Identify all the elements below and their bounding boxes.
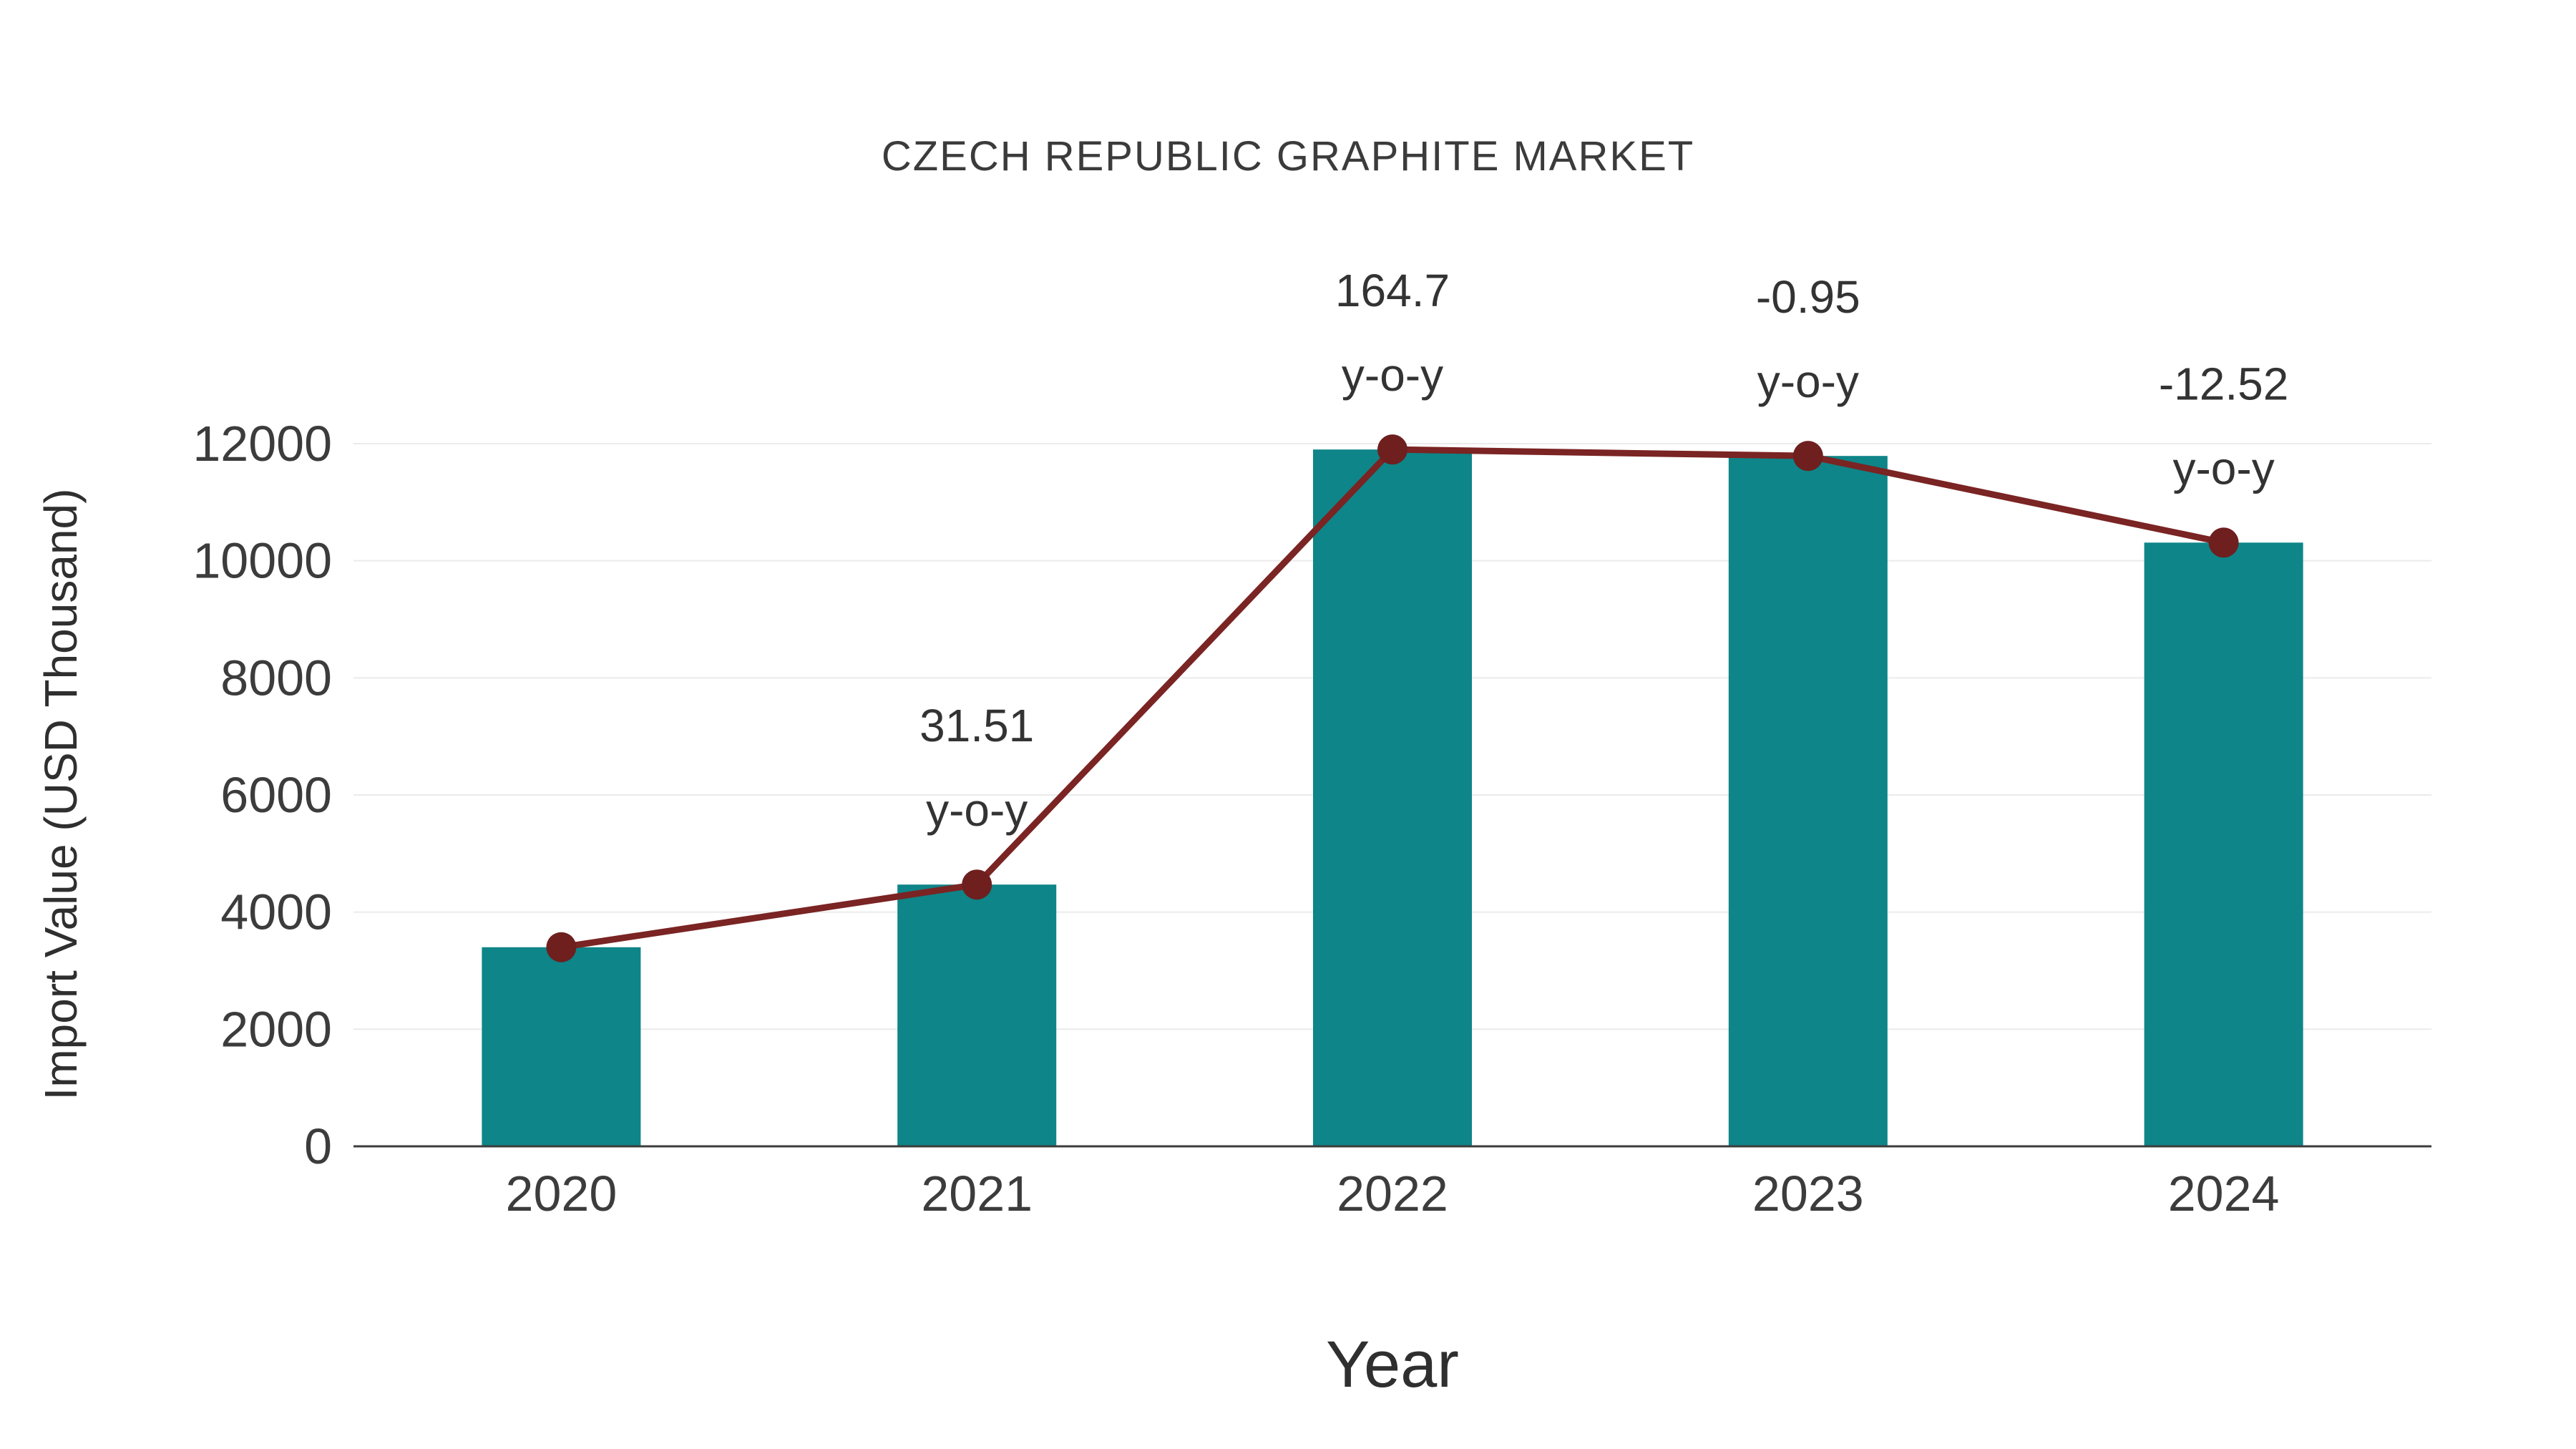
data-point-2023 [1792, 441, 1823, 472]
annotation-yoy-2022: y-o-y [1342, 349, 1443, 401]
annotation-value-2022: 164.7 [1335, 265, 1450, 316]
x-tick-label-2023: 2023 [1752, 1166, 1864, 1221]
annotation-yoy-2024: y-o-y [2172, 442, 2274, 494]
annotation-value-2021: 31.51 [919, 700, 1034, 751]
bar-2024 [2144, 542, 2303, 1146]
y-tick-label-0: 0 [304, 1118, 332, 1174]
x-tick-label-2022: 2022 [1337, 1166, 1448, 1221]
data-point-2022 [1377, 434, 1407, 465]
y-tick-label-2000: 2000 [220, 1001, 332, 1057]
chart-title: CZECH REPUBLIC GRAPHITE MARKET [881, 133, 1695, 180]
bar-2023 [1728, 456, 1888, 1146]
annotation-value-2023: -0.95 [1756, 271, 1860, 323]
y-tick-label-8000: 8000 [220, 650, 332, 706]
y-tick-label-4000: 4000 [220, 884, 332, 940]
x-tick-label-2020: 2020 [506, 1166, 618, 1221]
y-tick-label-6000: 6000 [220, 767, 332, 823]
y-tick-label-12000: 12000 [192, 416, 332, 472]
bar-2020 [482, 947, 641, 1146]
annotation-value-2024: -12.52 [2159, 358, 2288, 409]
x-tick-label-2024: 2024 [2168, 1166, 2280, 1221]
bar-2021 [897, 884, 1057, 1146]
data-point-2021 [962, 869, 992, 900]
annotation-yoy-2023: y-o-y [1757, 356, 1859, 407]
y-tick-label-10000: 10000 [192, 533, 332, 589]
data-point-2024 [2208, 527, 2239, 558]
x-axis-title: Year [1326, 1328, 1459, 1401]
bar-2022 [1313, 449, 1472, 1146]
annotation-yoy-2021: y-o-y [926, 784, 1028, 836]
data-point-2020 [546, 932, 577, 962]
x-tick-label-2021: 2021 [921, 1166, 1033, 1221]
